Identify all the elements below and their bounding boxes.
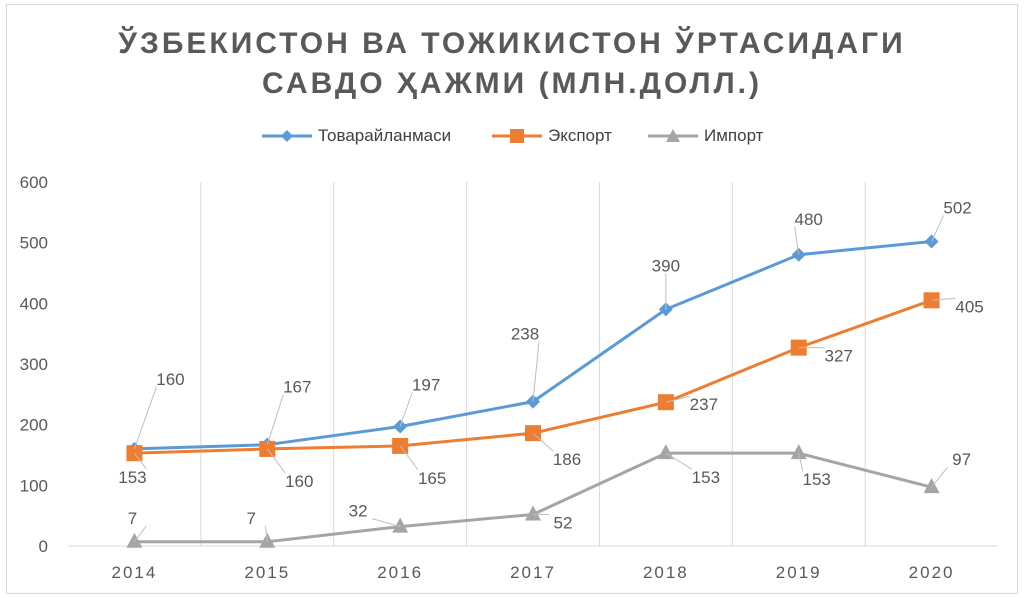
leader-line [266,394,284,445]
leader-line [266,448,286,474]
leader-line [264,525,268,542]
y-tick-label: 400 [20,294,48,313]
leader-line [798,453,804,472]
chart-title-line-1: ЎЗБЕКИСТОН ВА ТОЖИКИСТОН ЎРТАСИДАГИ [118,27,906,60]
leader-line [372,518,401,528]
data-label: 197 [412,375,440,394]
y-tick-label: 100 [20,476,48,495]
data-label: 186 [553,450,581,469]
series-line-1 [132,239,934,451]
legend-item-series-1: Товарайланмаси [262,124,451,148]
x-tick-label: 2015 [244,563,290,582]
y-tick-label: 500 [20,234,48,253]
legend-item-series-2: Экспорт [492,124,612,148]
x-tick-label: 2020 [909,563,955,582]
legend-marker-square-icon [492,129,542,143]
data-label: 160 [285,472,313,491]
data-label: 160 [156,370,184,389]
legend-label-series-2: Экспорт [548,126,612,145]
leader-line [133,386,157,450]
data-label: 165 [418,469,446,488]
data-label: 153 [692,468,720,487]
leader-line [399,445,419,471]
data-label: 327 [825,347,853,366]
leader-line [399,392,413,427]
data-point [525,505,541,521]
legend-marker-diamond-icon [262,130,312,142]
data-label: 405 [955,297,983,316]
y-tick-label: 0 [39,537,48,556]
data-label: 153 [118,468,146,487]
leader-line [931,215,945,242]
chart-frame [6,4,1018,594]
chart-title-line-2: САВДО ҲАЖМИ (МЛН.ДОЛЛ.) [262,67,762,100]
legend-label-series-1: Товарайланмаси [318,126,452,145]
data-label: 502 [943,198,971,217]
data-point [790,444,807,460]
y-tick-label: 200 [20,416,48,435]
y-tick-label: 300 [20,355,48,374]
data-label: 237 [690,395,718,414]
leader-line [134,452,147,470]
data-label: 480 [795,210,823,229]
legend-marker-triangle-icon [648,129,698,142]
series-line-3 [132,451,934,544]
leader-line [794,226,800,255]
data-point [126,532,143,548]
x-tick-label: 2019 [776,563,822,582]
legend-label-series-3: Импорт [704,126,764,145]
data-label: 7 [128,509,137,528]
leader-line [532,432,554,452]
data-label: 97 [952,450,971,469]
data-label: 167 [283,378,311,397]
chart-legend: Товарайланмаси Экспорт Импорт [0,124,1024,148]
leader-line [931,466,948,488]
x-tick-label: 2017 [510,563,556,582]
leader-line [931,297,956,301]
legend-item-series-3: Импорт [648,124,763,148]
data-label: 390 [652,256,680,275]
data-label: 7 [247,509,256,528]
data-point [923,478,940,494]
data-label: 153 [803,470,831,489]
data-point [392,517,409,533]
chart-title: ЎЗБЕКИСТОН ВА ТОЖИКИСТОН ЎРТАСИДАГИ САВД… [0,24,1024,104]
x-tick-label: 2016 [377,563,423,582]
leader-line [134,525,147,543]
leader-line [532,341,540,402]
leader-line [665,395,690,403]
x-tick-label: 2014 [112,563,158,582]
data-label: 52 [554,513,573,532]
leader-line [665,452,693,470]
y-tick-label: 600 [20,173,48,192]
data-label: 238 [511,325,539,344]
x-tick-label: 2018 [643,563,689,582]
data-label: 32 [349,502,368,521]
